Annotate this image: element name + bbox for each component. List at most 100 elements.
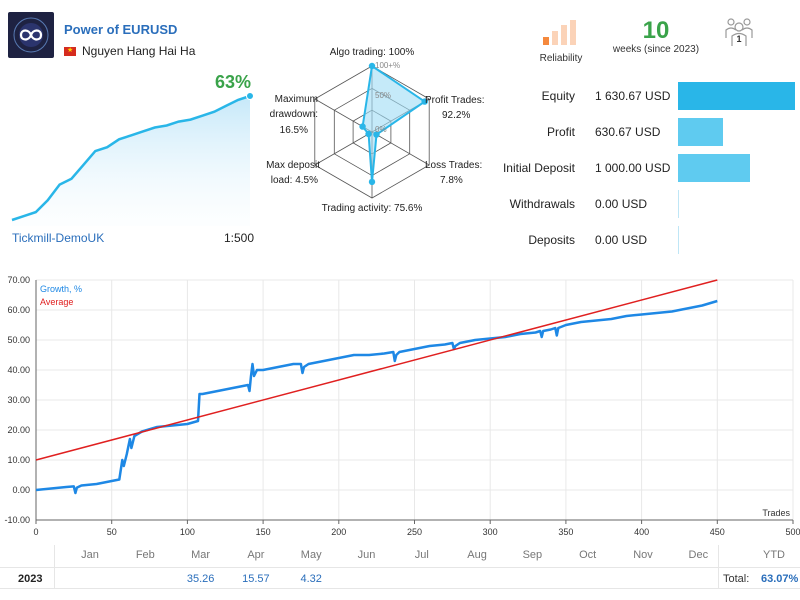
- mini-growth-chart: 63%: [11, 72, 254, 226]
- reliability-label: Reliability: [539, 53, 583, 64]
- month-value[interactable]: 35.26: [186, 573, 215, 585]
- vietnam-flag-icon: [64, 46, 76, 56]
- table-divider: [718, 545, 719, 589]
- month-header: Dec: [688, 549, 709, 561]
- month-header: Nov: [633, 549, 653, 561]
- mini-growth-area: [12, 96, 250, 226]
- growth-percent: 63%: [215, 72, 251, 92]
- x-tick-label: 250: [407, 527, 422, 537]
- stat-value: 0.00 USD: [595, 233, 648, 247]
- reliability-bar: [570, 20, 576, 45]
- weeks-block: 10 weeks (since 2023): [606, 17, 706, 56]
- x-tick-label: 450: [710, 527, 725, 537]
- month-header: Jun: [357, 549, 376, 561]
- month-header: Jan: [81, 549, 99, 561]
- reliability-block[interactable]: Reliability: [535, 20, 587, 64]
- y-tick-label: 70.00: [7, 275, 30, 285]
- legend-growth: Growth, %: [40, 284, 82, 294]
- reliability-bar: [561, 25, 567, 45]
- author-name[interactable]: Nguyen Hang Hai Ha: [82, 44, 196, 58]
- month-header: Sep: [522, 549, 543, 561]
- reliability-bar: [552, 31, 558, 45]
- stat-value: 1 630.67 USD: [595, 89, 671, 103]
- radar-axis: [371, 131, 430, 166]
- month-header: Mar: [191, 549, 211, 561]
- legend-average: Average: [40, 297, 73, 307]
- mini-growth-endpoint: [246, 92, 254, 100]
- radar-label-loss-2: 7.8%: [440, 175, 463, 186]
- radar-label-activity: Trading activity: 75.6%: [322, 203, 423, 214]
- radar-polygon: [361, 64, 427, 182]
- stat-bar-equity: [678, 82, 795, 110]
- year-row-2023: 2023 Total: 63.07% 35.26 15.57 4.32: [0, 567, 800, 589]
- stat-value: 630.67 USD: [595, 125, 661, 139]
- stat-row-initial-deposit: Initial Deposit 1 000.00 USD: [495, 152, 800, 188]
- reliability-bar: [543, 37, 549, 45]
- radar-ring-label-0: 0%: [375, 125, 387, 134]
- stat-row-withdrawals: Withdrawals 0.00 USD: [495, 188, 800, 224]
- stat-row-equity: Equity 1 630.67 USD: [495, 80, 800, 116]
- weeks-label: weeks (since 2023): [612, 44, 700, 55]
- radar-label-drawdown-3: 16.5%: [280, 125, 308, 136]
- infinity-logo-icon: [13, 17, 49, 53]
- broker-link[interactable]: Tickmill-DemoUK: [12, 231, 105, 245]
- y-tick-label: 40.00: [7, 365, 30, 375]
- radar-label-deposit-1: Max deposit: [266, 160, 320, 171]
- year-label: 2023: [18, 573, 43, 585]
- month-header: Apr: [247, 549, 265, 561]
- total-label: Total:: [723, 573, 750, 585]
- growth-chart: -10.00 0.00 10.00 20.00 30.00 40.00 50.00 60.00…: [4, 275, 800, 537]
- radar-point: [421, 98, 428, 105]
- month-header: Oct: [579, 549, 597, 561]
- radar-label-profit-2: 92.2%: [442, 110, 470, 121]
- signal-title[interactable]: Power of EURUSD: [64, 22, 178, 37]
- y-tick-label: 50.00: [7, 335, 30, 345]
- y-tick-label: 20.00: [7, 425, 30, 435]
- month-header: Aug: [467, 549, 487, 561]
- month-value[interactable]: 15.57: [242, 573, 270, 585]
- radar-point: [368, 178, 376, 186]
- month-header: May: [300, 549, 322, 561]
- stat-value: 1 000.00 USD: [595, 161, 671, 175]
- stat-bar-withdrawals: [678, 190, 679, 218]
- growth-series-line: [35, 299, 718, 495]
- stat-label: Withdrawals: [509, 197, 575, 211]
- stat-bar-initial-deposit: [678, 154, 750, 182]
- x-tick-label: 200: [331, 527, 346, 537]
- radar-label-profit-1: Profit Trades:: [425, 95, 484, 106]
- account-stats: Equity 1 630.67 USD Profit 630.67 USD In…: [495, 80, 800, 260]
- x-axis-label: Trades: [762, 508, 790, 518]
- radar-label-deposit-2: load: 4.5%: [271, 175, 318, 186]
- month-header: Feb: [135, 549, 155, 561]
- stat-label: Initial Deposit: [502, 161, 575, 175]
- radar-label-drawdown-2: drawdown:: [270, 109, 318, 120]
- stat-label: Profit: [546, 125, 575, 139]
- x-tick-label: 0: [33, 527, 38, 537]
- weeks-count: 10: [642, 17, 670, 44]
- total-value: 63.07%: [761, 573, 799, 585]
- reliability-bars-icon: [543, 20, 576, 45]
- radar-label-algo: Algo trading: 100%: [330, 47, 415, 58]
- month-value[interactable]: 4.32: [300, 573, 322, 585]
- y-tick-label: 0.00: [12, 485, 30, 495]
- avatar[interactable]: [8, 12, 54, 58]
- average-series-line: [35, 279, 718, 461]
- radar-point: [373, 131, 380, 138]
- radar-label-drawdown-1: Maximum: [275, 94, 318, 105]
- radar-point: [365, 130, 372, 138]
- stat-label: Equity: [541, 89, 575, 103]
- radar-chart: 100+% 50% 0% Algo trading: 100% Profit T…: [266, 47, 484, 214]
- x-tick-label: 500: [785, 527, 800, 537]
- radar-ring-label-100: 100+%: [375, 61, 400, 70]
- radar-ring-label-50: 50%: [375, 91, 391, 100]
- x-tick-label: 350: [558, 527, 573, 537]
- ytd-header: YTD: [763, 549, 785, 561]
- stat-value: 0.00 USD: [595, 197, 648, 211]
- leverage-value: 1:500: [224, 231, 255, 245]
- x-tick-label: 400: [634, 527, 649, 537]
- stat-row-profit: Profit 630.67 USD: [495, 116, 800, 152]
- stat-label: Deposits: [528, 233, 575, 247]
- subscribers-icon[interactable]: 1: [722, 14, 756, 48]
- radar-axis: [314, 131, 373, 166]
- mini-growth-line: [11, 94, 251, 222]
